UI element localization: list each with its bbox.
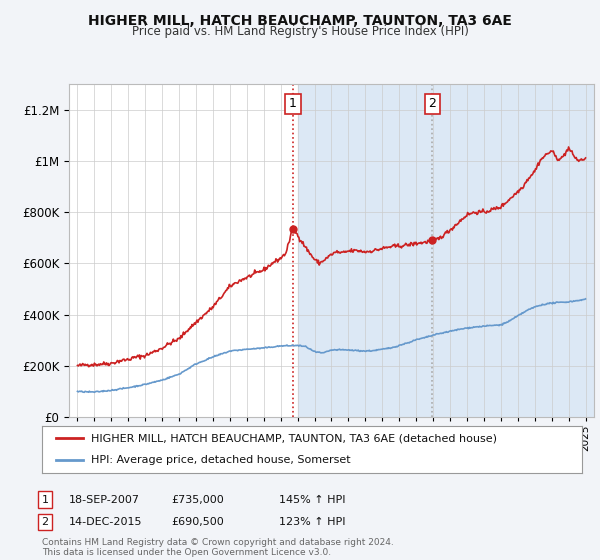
- Text: 14-DEC-2015: 14-DEC-2015: [69, 517, 143, 527]
- Text: 1: 1: [289, 97, 297, 110]
- Text: 123% ↑ HPI: 123% ↑ HPI: [279, 517, 346, 527]
- Text: HIGHER MILL, HATCH BEAUCHAMP, TAUNTON, TA3 6AE: HIGHER MILL, HATCH BEAUCHAMP, TAUNTON, T…: [88, 14, 512, 28]
- Text: £690,500: £690,500: [171, 517, 224, 527]
- Text: HPI: Average price, detached house, Somerset: HPI: Average price, detached house, Some…: [91, 455, 350, 465]
- Text: 1: 1: [41, 494, 49, 505]
- Text: £735,000: £735,000: [171, 494, 224, 505]
- Text: 2: 2: [41, 517, 49, 527]
- Text: HIGHER MILL, HATCH BEAUCHAMP, TAUNTON, TA3 6AE (detached house): HIGHER MILL, HATCH BEAUCHAMP, TAUNTON, T…: [91, 433, 497, 444]
- Text: Price paid vs. HM Land Registry's House Price Index (HPI): Price paid vs. HM Land Registry's House …: [131, 25, 469, 38]
- Bar: [298, 84, 594, 417]
- Text: Contains HM Land Registry data © Crown copyright and database right 2024.
This d: Contains HM Land Registry data © Crown c…: [42, 538, 394, 557]
- Text: 145% ↑ HPI: 145% ↑ HPI: [279, 494, 346, 505]
- Text: 18-SEP-2007: 18-SEP-2007: [69, 494, 140, 505]
- Text: 2: 2: [428, 97, 436, 110]
